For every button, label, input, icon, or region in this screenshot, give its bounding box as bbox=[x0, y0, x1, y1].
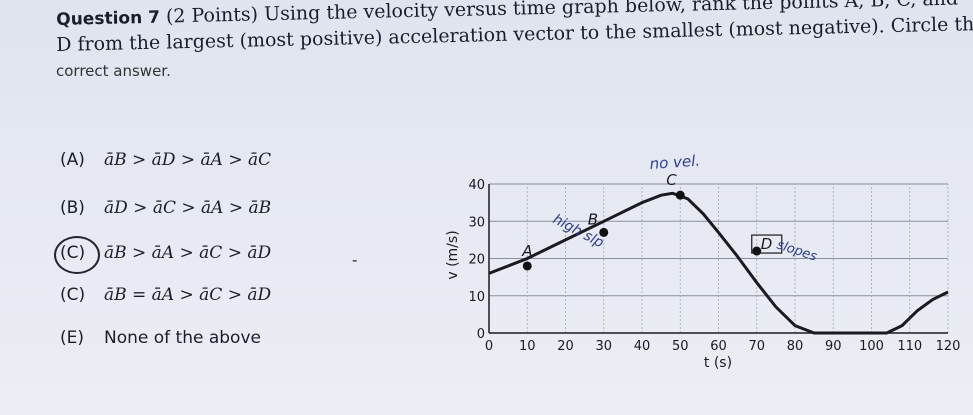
x-tick-label: 80 bbox=[787, 339, 804, 354]
option-letter: (A) bbox=[60, 150, 85, 170]
point-label-b: B bbox=[588, 210, 598, 228]
x-tick-label: 50 bbox=[672, 339, 689, 354]
point-c bbox=[675, 190, 685, 200]
option-letter: (B) bbox=[60, 198, 85, 218]
chart-grid bbox=[489, 183, 949, 333]
x-tick-label: 10 bbox=[519, 339, 536, 354]
question-line-3: correct answer. bbox=[56, 62, 171, 80]
chart-points: A B C D bbox=[521, 171, 783, 271]
x-tick-label: 20 bbox=[557, 339, 574, 354]
option-expression: āB > āA > āC > āD bbox=[104, 243, 272, 263]
option-expression: āB > āD > āA > āC bbox=[104, 150, 272, 170]
answer-option-e[interactable]: (E) None of the above bbox=[60, 328, 261, 348]
y-tick-label: 40 bbox=[468, 178, 485, 193]
point-label-c: C bbox=[666, 171, 677, 189]
option-expression: āD > āC > āA > āB bbox=[104, 198, 272, 218]
option-expression: None of the above bbox=[104, 328, 261, 348]
point-b bbox=[599, 227, 609, 237]
y-tick-label: 0 bbox=[477, 327, 485, 342]
answer-option-b[interactable]: (B) āD > āC > āA > āB bbox=[60, 198, 271, 218]
option-letter: (E) bbox=[60, 328, 85, 348]
x-tick-label: 60 bbox=[710, 339, 727, 354]
option-letter: (C) bbox=[60, 243, 86, 263]
x-tick-label: 100 bbox=[859, 339, 884, 354]
handwriting-slopes: slopes bbox=[775, 238, 819, 265]
x-tick-label: 40 bbox=[634, 339, 651, 354]
chart-ticks: 0 10 20 30 40 50 60 70 80 90 100 110 120 0 10 20 30 40 bbox=[468, 178, 960, 354]
velocity-curve bbox=[488, 191, 949, 335]
y-tick-label: 20 bbox=[468, 253, 485, 268]
y-tick-label: 10 bbox=[468, 290, 485, 305]
x-tick-label: 30 bbox=[595, 339, 612, 354]
handwritten-circle-mark bbox=[54, 236, 100, 274]
handwriting-no-vel: no vel. bbox=[649, 152, 701, 173]
point-label-a: A bbox=[521, 242, 532, 260]
answer-option-c-circled[interactable]: (C) āB > āA > āC > āD bbox=[60, 243, 271, 263]
x-tick-label: 90 bbox=[825, 339, 842, 354]
x-tick-label: 0 bbox=[485, 339, 493, 354]
option-letter: (C) bbox=[60, 285, 86, 305]
y-axis-label: v (m/s) bbox=[445, 230, 461, 279]
x-tick-label: 120 bbox=[936, 339, 961, 354]
answer-option-a[interactable]: (A) āB > āD > āA > āC bbox=[60, 150, 271, 170]
x-tick-label: 110 bbox=[897, 339, 922, 354]
option-expression: āB = āA > āC > āD bbox=[104, 285, 272, 305]
y-tick-label: 30 bbox=[468, 215, 485, 230]
point-a bbox=[522, 261, 532, 271]
x-axis-label: t (s) bbox=[704, 355, 732, 371]
point-label-d: D bbox=[761, 235, 773, 253]
point-d-box bbox=[751, 234, 783, 254]
answer-option-c[interactable]: (C) āB = āA > āC > āD bbox=[60, 285, 271, 305]
x-tick-label: 70 bbox=[748, 339, 765, 354]
dash-mark: - bbox=[352, 250, 358, 269]
